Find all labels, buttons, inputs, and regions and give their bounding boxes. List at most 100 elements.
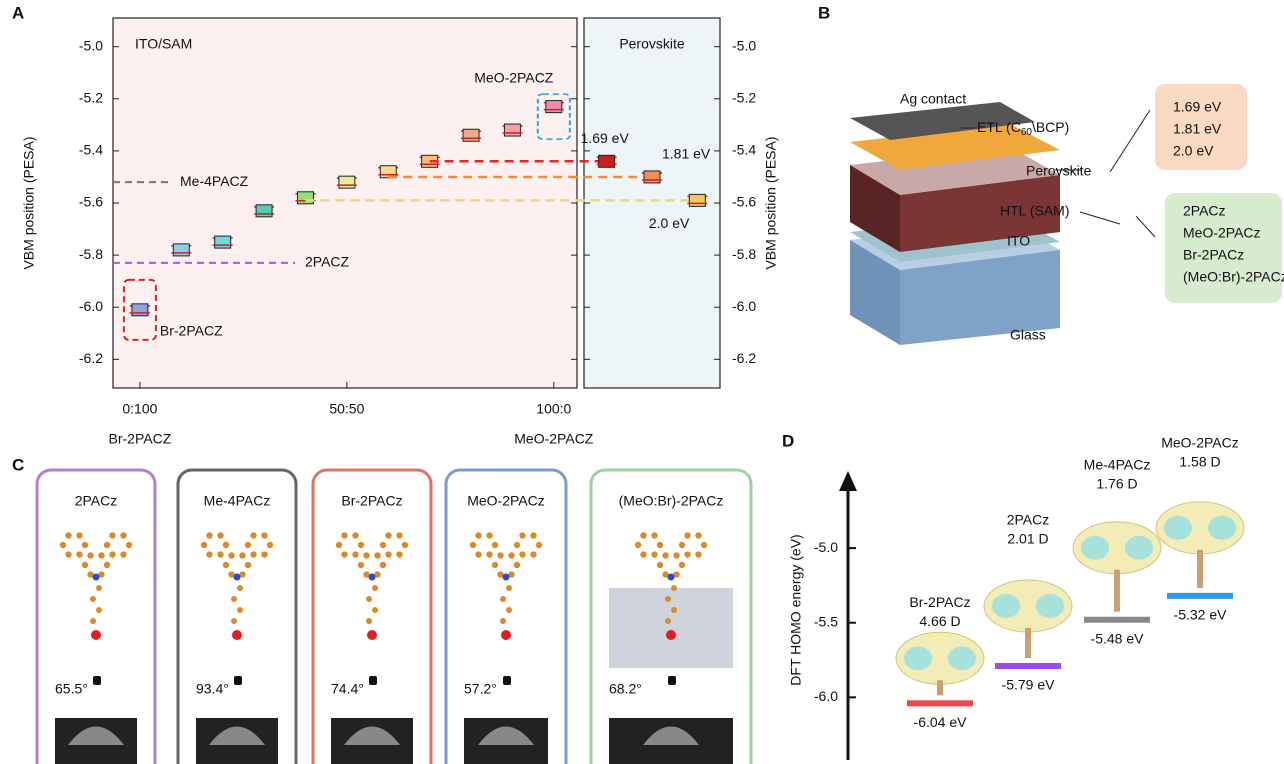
atom xyxy=(536,542,542,548)
atom xyxy=(684,532,690,538)
atom xyxy=(231,596,237,602)
atom xyxy=(506,607,512,613)
atom xyxy=(239,552,245,558)
value-label: -5.48 eV xyxy=(1091,630,1145,646)
atom xyxy=(519,532,525,538)
atom xyxy=(673,552,679,558)
atom xyxy=(245,562,251,568)
bandgap: 1.81 eV xyxy=(1173,121,1222,137)
atom xyxy=(267,542,273,548)
y-tick-label: -6.2 xyxy=(79,350,103,366)
atom xyxy=(250,551,256,557)
annotation: ITO/SAM xyxy=(135,36,192,52)
atom xyxy=(657,562,663,568)
device-label: ETL (C xyxy=(977,119,1021,135)
atom xyxy=(76,532,82,538)
orbital xyxy=(1125,536,1153,560)
atom xyxy=(358,542,364,548)
chain xyxy=(1114,570,1120,612)
x-tick-label: 50:50 xyxy=(329,401,364,417)
sam-name: Br-2PACz xyxy=(1183,247,1244,263)
annotation: MeO-2PACZ xyxy=(474,69,554,85)
y-axis-title: DFT HOMO energy (eV) xyxy=(788,534,804,685)
atom xyxy=(201,542,207,548)
annotation: Br-2PACZ xyxy=(160,323,223,339)
contact-angle-panel: 2PACz65.5°Me-4PACz93.4°Br-2PACz74.4°MeO-… xyxy=(37,470,751,764)
atom xyxy=(232,630,242,640)
contact-angle: 93.4° xyxy=(196,681,229,697)
point xyxy=(546,101,562,113)
point-label: 2.0 eV xyxy=(649,215,690,231)
axis-arrow xyxy=(839,471,857,491)
atom xyxy=(530,551,536,557)
point xyxy=(132,304,148,316)
atom xyxy=(87,552,93,558)
y2-tick-label: -5.4 xyxy=(732,142,756,158)
level xyxy=(907,700,973,706)
chain xyxy=(937,680,943,695)
y2-tick-label: -6.2 xyxy=(732,350,756,366)
orbital xyxy=(1164,516,1192,540)
atom xyxy=(90,618,96,624)
arrow xyxy=(1110,110,1150,172)
card-label: Br-2PACz xyxy=(341,493,402,509)
atom xyxy=(91,630,101,640)
atom xyxy=(530,532,536,538)
dipole: 2.01 D xyxy=(1007,531,1048,547)
x-tick-label: 0:100 xyxy=(122,401,157,417)
bandgap: 1.69 eV xyxy=(1173,99,1222,115)
atom xyxy=(679,562,685,568)
atom xyxy=(475,551,481,557)
atom xyxy=(374,552,380,558)
panel-label: C xyxy=(12,455,24,474)
card-label: MeO-2PACz xyxy=(467,493,545,509)
y-tick-label: -5.2 xyxy=(79,89,103,105)
y-tick-label: -6.0 xyxy=(814,688,838,704)
y-tick-label: -6.0 xyxy=(79,298,103,314)
droplet-marker xyxy=(503,676,511,685)
atom xyxy=(492,562,498,568)
atom xyxy=(352,532,358,538)
atom xyxy=(503,574,510,581)
y-tick-label: -5.0 xyxy=(79,37,103,53)
atom xyxy=(500,596,506,602)
atom xyxy=(120,532,126,538)
point xyxy=(504,124,520,136)
contact-angle: 65.5° xyxy=(55,681,88,697)
atom xyxy=(508,552,514,558)
molecule-name: Br-2PACz xyxy=(909,594,970,610)
atom xyxy=(237,585,243,591)
atom xyxy=(231,618,237,624)
y2-tick-label: -5.8 xyxy=(732,246,756,262)
substrate xyxy=(609,588,733,668)
atom xyxy=(380,562,386,568)
atom xyxy=(109,551,115,557)
atom xyxy=(701,542,707,548)
atom xyxy=(497,552,503,558)
molecule-name: Me-4PACz xyxy=(1084,456,1151,472)
atom xyxy=(120,551,126,557)
atom xyxy=(341,551,347,557)
contact-angle: 57.2° xyxy=(464,681,497,697)
level xyxy=(1084,617,1150,623)
atom xyxy=(369,574,376,581)
point-label: 1.69 eV xyxy=(581,130,630,146)
atom xyxy=(228,552,234,558)
atom xyxy=(486,532,492,538)
atom xyxy=(206,551,212,557)
atom xyxy=(396,551,402,557)
point xyxy=(689,194,705,206)
orbital xyxy=(1036,594,1064,618)
atom xyxy=(651,551,657,557)
atom xyxy=(501,630,511,640)
atom xyxy=(500,618,506,624)
y-tick-label: -5.5 xyxy=(814,613,838,629)
device-label: ITO xyxy=(1007,233,1030,249)
droplet-marker xyxy=(93,676,101,685)
atom xyxy=(671,607,677,613)
atom xyxy=(217,551,223,557)
atom xyxy=(60,542,66,548)
atom xyxy=(695,532,701,538)
y2-tick-label: -6.0 xyxy=(732,298,756,314)
atom xyxy=(695,551,701,557)
